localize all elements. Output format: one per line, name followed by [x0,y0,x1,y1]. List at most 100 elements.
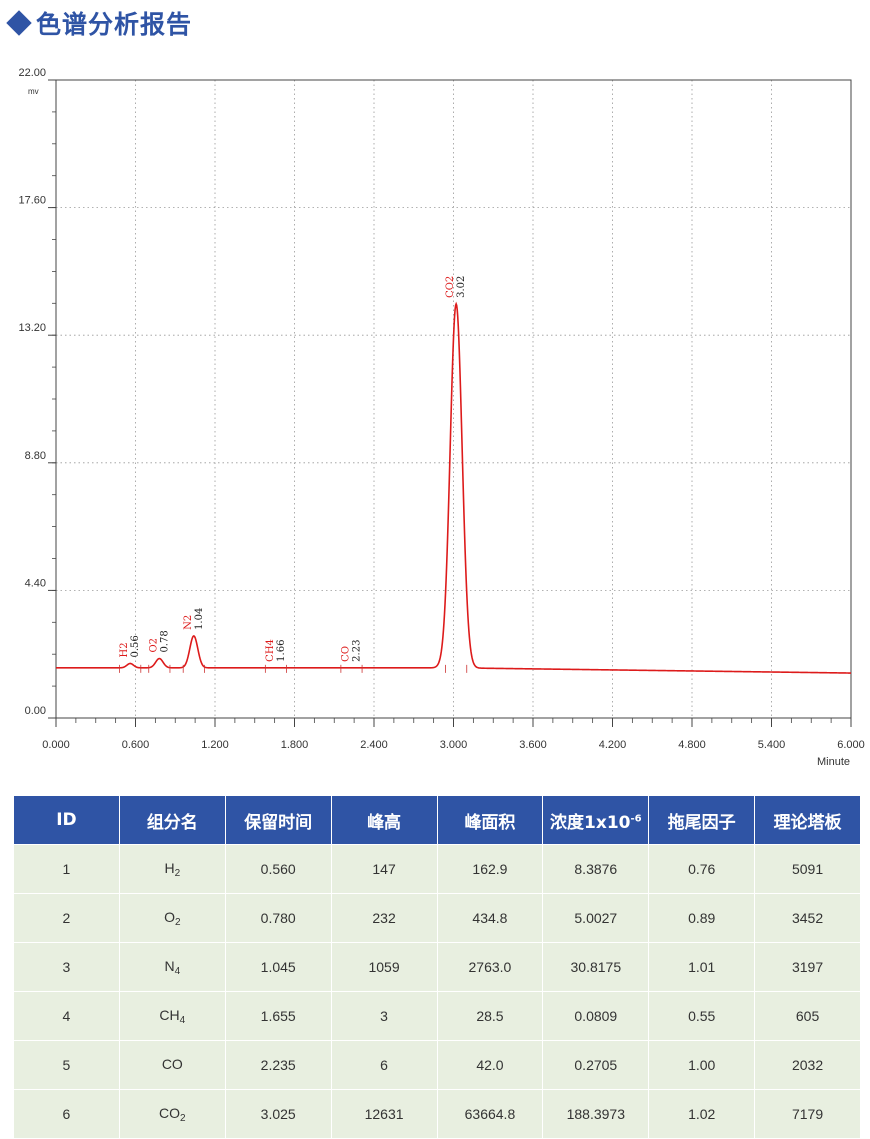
cell-area: 42.0 [437,1041,543,1089]
col-header-id: ID [14,796,119,844]
component-formula: CO [159,1104,181,1121]
x-tick-label: 1.800 [281,739,309,751]
col-header-name: 组分名 [119,796,225,844]
table-row: 2 O2 0.780 232 434.8 5.0027 0.89 3452 [14,894,860,942]
cell-tail: 0.55 [649,992,755,1040]
cell-tail: 1.00 [649,1041,755,1089]
conc-header-exponent: -6 [630,812,642,824]
cell-rt: 2.235 [225,1041,331,1089]
cell-rt: 1.655 [225,992,331,1040]
cell-id: 1 [14,845,119,893]
cell-height: 6 [331,1041,437,1089]
cell-conc: 0.0809 [543,992,649,1040]
cell-area: 2763.0 [437,943,543,991]
component-subscript: 2 [180,1112,186,1124]
x-tick-label: 0.000 [42,739,70,751]
cell-conc: 8.3876 [543,845,649,893]
cell-area: 63664.8 [437,1090,543,1138]
peak-name-label: H2 [119,642,130,657]
table-row: 3 N4 1.045 1059 2763.0 30.8175 1.01 3197 [14,943,860,991]
cell-plates: 5091 [755,845,860,893]
col-header-height: 峰高 [331,796,437,844]
cell-plates: 3452 [755,894,860,942]
cell-tail: 0.89 [649,894,755,942]
cell-area: 434.8 [437,894,543,942]
cell-conc: 0.2705 [543,1041,649,1089]
table-row: 5 CO 2.235 6 42.0 0.2705 1.00 2032 [14,1041,860,1089]
x-tick-label: 3.600 [519,739,547,751]
x-tick-label: 5.400 [758,739,786,751]
x-tick-label: 1.200 [201,739,229,751]
col-header-conc: 浓度1x10-6 [543,796,649,844]
table-row: 6 CO2 3.025 12631 63664.8 188.3973 1.02 7179 [14,1090,860,1138]
component-formula: H [164,859,175,876]
cell-rt: 0.560 [225,845,331,893]
x-tick-label: 4.200 [599,739,627,751]
peak-name-label: CO [340,646,351,662]
peak-name-label: N2 [183,615,194,630]
chromatogram-trace [56,301,852,674]
conc-header-text: 浓度1x10 [550,812,631,833]
cell-height: 1059 [331,943,437,991]
peak-rt-label: 3.02 [456,276,467,298]
cell-height: 147 [331,845,437,893]
cell-plates: 605 [755,992,860,1040]
report-title: 色谱分析报告 [36,10,193,39]
table-row: 1 H2 0.560 147 162.9 8.3876 0.76 5091 [14,845,860,893]
cell-height: 3 [331,992,437,1040]
y-tick-label: 0.00 [25,705,46,717]
cell-id: 4 [14,992,119,1040]
cell-rt: 1.045 [225,943,331,991]
cell-name: CH4 [119,992,225,1040]
peak-name-label: CO2 [445,276,456,298]
cell-tail: 1.02 [649,1090,755,1138]
table-body: 1 H2 0.560 147 162.9 8.3876 0.76 5091 2 O2 0.780 23… [14,845,860,1138]
cell-plates: 2032 [755,1041,860,1089]
table-row: 4 CH4 1.655 3 28.5 0.0809 0.55 605 [14,992,860,1040]
col-header-plates: 理论塔板 [755,796,860,844]
cell-tail: 1.01 [649,943,755,991]
component-formula: O [164,908,175,925]
x-tick-label: 2.400 [360,739,388,751]
cell-id: 3 [14,943,119,991]
y-tick-label: 4.40 [25,577,46,589]
cell-area: 162.9 [437,845,543,893]
cell-conc: 5.0027 [543,894,649,942]
peak-rt-label: 0.56 [130,635,141,657]
col-header-tail: 拖尾因子 [649,796,755,844]
y-axis-label: mv [28,87,39,96]
diamond-bullet-icon [6,10,32,36]
cell-rt: 3.025 [225,1090,331,1138]
x-tick-label: 4.800 [678,739,706,751]
x-tick-label: 6.000 [837,739,865,751]
cell-name: O2 [119,894,225,942]
y-tick-label: 8.80 [25,450,46,462]
col-header-rt: 保留时间 [225,796,331,844]
component-subscript: 4 [179,1014,186,1026]
x-axis-label: Minute [817,756,850,768]
cell-plates: 3197 [755,943,860,991]
component-formula: N [164,957,175,974]
peak-labels: H2 0.56 O2 0.78 N2 1.04 CH4 1.66 CO 2.23 CO2 3.02 [119,276,468,673]
cell-tail: 0.76 [649,845,755,893]
x-tick-label: 0.600 [122,739,150,751]
component-subscript: 4 [174,965,181,977]
cell-height: 12631 [331,1090,437,1138]
cell-name: CO2 [119,1090,225,1138]
chromatogram-chart: mv Minute 0.000 0.600 1.200 1.800 2.400 3.000… [18,67,864,768]
chart-ticks: 0.000 0.600 1.200 1.800 2.400 3.000 3.600 4.200… [18,67,864,751]
cell-plates: 7179 [755,1090,860,1138]
component-subscript: 2 [174,867,181,879]
peak-rt-label: 1.04 [194,608,205,630]
table-header-row: ID 组分名 保留时间 峰高 峰面积 浓度1x10-6 拖尾因子 理论塔板 [14,796,860,844]
component-formula: CH [159,1006,180,1023]
cell-conc: 188.3973 [543,1090,649,1138]
cell-id: 6 [14,1090,119,1138]
peak-name-label: O2 [148,638,159,653]
report-header: 色谱分析报告 [4,6,192,40]
peak-name-label: CH4 [265,639,276,662]
cell-id: 2 [14,894,119,942]
cell-name: H2 [119,845,225,893]
